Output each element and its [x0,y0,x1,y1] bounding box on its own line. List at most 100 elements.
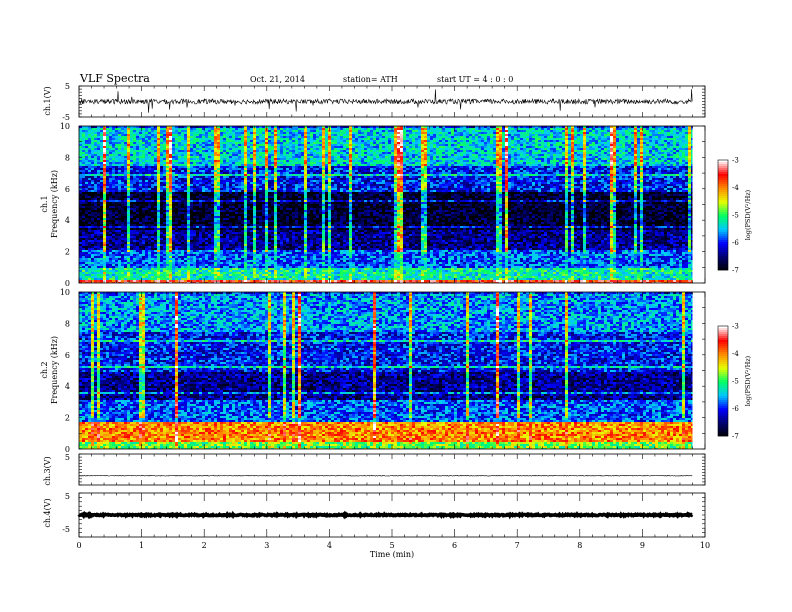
spectrogram-cell [199,144,203,147]
spectrogram-cell [79,182,83,185]
spectrogram-cell [196,252,200,255]
spectrogram-cell [100,138,104,141]
spectrogram-cell [100,228,104,231]
spectrogram-cell [214,166,218,169]
spectrogram-cell [193,140,197,143]
spectrogram-cell [208,216,212,219]
spectrogram-cell [94,282,98,283]
spectrogram-cell [112,130,116,133]
spectrogram-cell [100,216,104,219]
spectrogram-cell [211,274,215,277]
spectrogram-cell [166,216,170,219]
spectrogram-cell [97,232,101,235]
spectrogram-cell [121,258,125,261]
spectrogram-cell [211,172,215,175]
spectrogram-cell [166,202,170,205]
spectrogram-cell [139,272,143,275]
spectrogram-cell [106,226,110,229]
spectrogram-cell [205,144,209,147]
spectrogram-cell [157,224,161,227]
spectrogram-cell [124,210,128,213]
spectrogram-cell [121,154,125,157]
spectrogram-cell [121,140,125,143]
spectrogram-cell [82,258,86,261]
spectrogram-cell [94,250,98,253]
spectrogram-cell [238,194,242,197]
spectrogram-cell [184,272,188,275]
spectrogram-cell [124,206,128,209]
spectrogram-cell [208,180,212,183]
spectrogram-cell [190,146,194,149]
spectrogram-cell [157,192,161,195]
spectrogram-cell [154,160,158,163]
spectrogram-cell [223,148,227,151]
spectrogram-cell [196,248,200,251]
spectrogram-cell [253,214,257,217]
spectrogram-cell [103,132,107,135]
spectrogram-cell [202,262,206,265]
spectrogram-cell [217,138,221,141]
spectrogram-cell [88,274,92,277]
spectrogram-cell [208,150,212,153]
spectrogram-cell [145,250,149,253]
spectrogram-cell [94,240,98,243]
spectrogram-cell [151,240,155,243]
spectrogram-cell [157,236,161,239]
spectrogram-cell [142,280,146,283]
spectrogram-cell [97,200,101,203]
spectrogram-cell [241,226,245,229]
spectrogram-cell [166,226,170,229]
spectrogram-cell [226,184,230,187]
spectrogram-cell [199,244,203,247]
spectrogram-cell [247,240,251,243]
spectrogram-cell [178,256,182,259]
spectrogram-cell [169,132,173,135]
spectrogram-cell [145,160,149,163]
spectrogram-cell [244,208,248,211]
spectrogram-cell [172,274,176,277]
spectrogram-cell [259,144,263,147]
spectrogram-cell [226,190,230,193]
spectrogram-cell [142,128,146,131]
spectrogram-cell [154,174,158,177]
spectrogram-cell [97,188,101,191]
spectrogram-cell [211,280,215,283]
spectrogram-cell [154,138,158,141]
spectrogram-cell [106,234,110,237]
spectrogram-cell [166,208,170,211]
spectrogram-cell [85,256,89,259]
spectrogram-cell [121,214,125,217]
spectrogram-cell [166,276,170,279]
spectrogram-cell [106,206,110,209]
spectrogram-cell [151,190,155,193]
spectrogram-cell [193,186,197,189]
spectrogram-cell [121,146,125,149]
spectrogram-cell [205,162,209,165]
spectrogram-cell [235,196,239,199]
spectrogram-cell [214,278,218,281]
spectrogram-cell [82,216,86,219]
spectrogram-cell [130,180,134,183]
spectrogram-cell [148,204,152,207]
spectrogram-cell [229,182,233,185]
spectrogram-cell [166,236,170,239]
spectrogram-cell [115,214,119,217]
spectrogram-cell [127,218,131,221]
spectrogram-cell [253,244,257,247]
spectrogram-cell [211,174,215,177]
spectrogram-cell [133,164,137,167]
spectrogram-cell [235,210,239,213]
spectrogram-cell [121,264,125,267]
spectrogram-cell [229,210,233,213]
spectrogram-cell [235,174,239,177]
spectrogram-cell [235,148,239,151]
spectrogram-cell [187,220,191,223]
spectrogram-cell [217,190,221,193]
spectrogram-cell [142,202,146,205]
spectrogram-cell [181,148,185,151]
spectrogram-cell [97,272,101,275]
spectrogram-cell [130,206,134,209]
spectrogram-cell [88,276,92,279]
spectrogram-cell [184,130,188,133]
spectrogram-cell [85,272,89,275]
